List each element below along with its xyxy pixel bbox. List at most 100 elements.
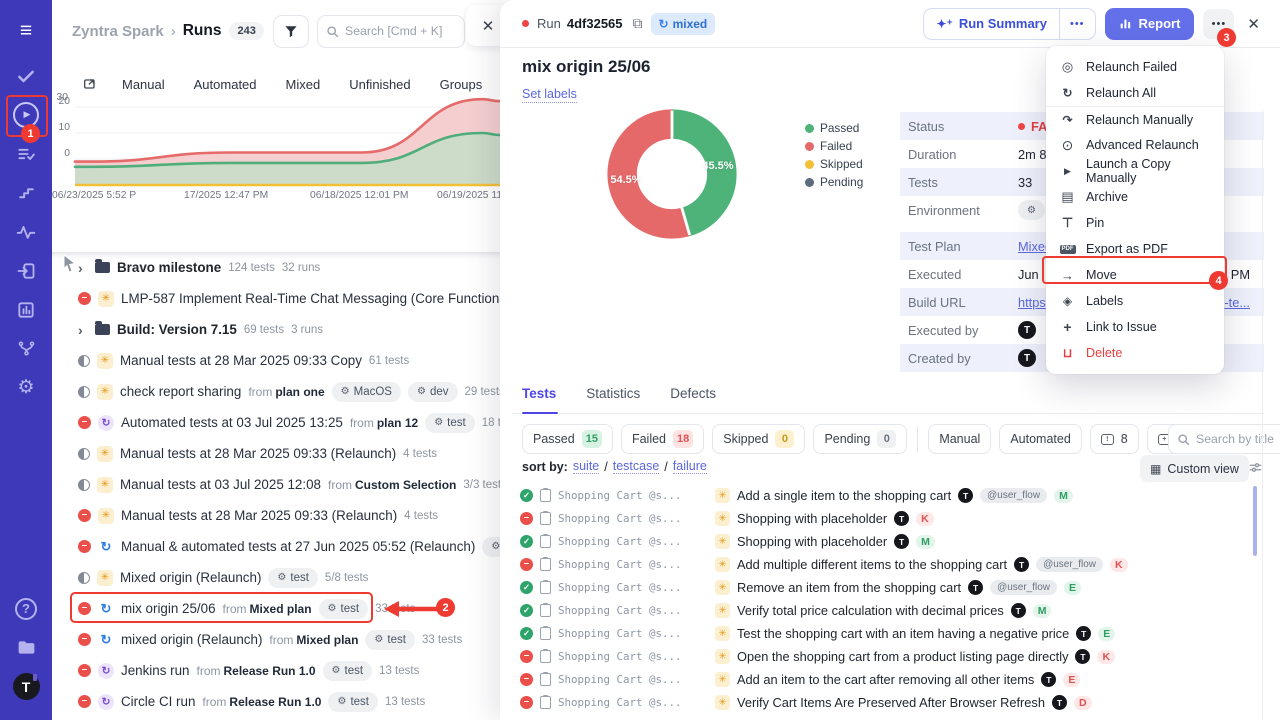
test-title[interactable]: Shopping with placeholder — [737, 534, 888, 549]
automated-filter-pill[interactable]: Automated — [999, 424, 1082, 454]
branches-nav-icon[interactable] — [6, 329, 46, 368]
run-plan-link[interactable]: Custom Selection — [355, 477, 457, 492]
runs-search-box[interactable] — [317, 14, 465, 48]
set-labels-link[interactable]: Set labels — [522, 87, 577, 103]
projects-folder-icon[interactable] — [6, 628, 46, 667]
run-name[interactable]: Manual tests at 28 Mar 2025 09:33 Copy — [120, 353, 362, 368]
run-name[interactable]: Jenkins run — [121, 663, 190, 678]
test-title[interactable]: Add a single item to the shopping cart — [737, 488, 952, 503]
run-name[interactable]: Build: Version 7.15 — [117, 322, 237, 337]
pulse-nav-icon[interactable] — [6, 212, 46, 251]
test-search-box[interactable] — [1168, 424, 1280, 454]
run-name[interactable]: Manual tests at 28 Mar 2025 09:33 (Relau… — [121, 508, 398, 523]
menu-item[interactable]: Move — [1046, 262, 1224, 288]
menu-item[interactable]: Launch a Copy Manually — [1046, 157, 1224, 185]
test-title[interactable]: Shopping with placeholder — [737, 511, 888, 526]
run-list-item[interactable]: Manual tests at 03 Jul 2025 12:08 from C… — [52, 469, 500, 500]
menu-item[interactable]: Relaunch Manually — [1046, 106, 1224, 132]
run-list-item[interactable]: mixed origin (Relaunch) from Mixed plan … — [52, 624, 500, 655]
scrollbar-thumb[interactable] — [1253, 486, 1257, 556]
test-suite[interactable]: Shopping Cart @s... — [558, 627, 682, 640]
runs-tab[interactable]: Unfinished — [349, 76, 411, 92]
menu-item[interactable]: Archive — [1046, 184, 1224, 210]
menu-item[interactable]: Advanced Relaunch — [1046, 132, 1224, 158]
runs-tab[interactable]: Automated — [193, 76, 257, 92]
run-name[interactable]: Manual tests at 03 Jul 2025 12:08 — [120, 477, 321, 492]
help-icon[interactable]: ? — [6, 589, 46, 628]
test-suite[interactable]: Shopping Cart @s... — [558, 489, 682, 502]
run-summary-more-button[interactable]: ••• — [1060, 18, 1095, 30]
run-list-item[interactable]: Manual tests at 28 Mar 2025 09:33 (Relau… — [52, 500, 500, 531]
comments-filter-pill[interactable]: ! 8 — [1089, 424, 1139, 454]
runs-tab[interactable]: Manual — [122, 76, 165, 92]
reports-nav-icon[interactable] — [6, 290, 46, 329]
test-suite[interactable]: Shopping Cart @s... — [558, 696, 682, 709]
test-suite[interactable]: Shopping Cart @s... — [558, 650, 682, 663]
run-plan-link[interactable]: plan one — [275, 384, 325, 399]
menu-item[interactable]: Export as PDF — [1046, 236, 1224, 262]
test-plans-nav-icon[interactable] — [6, 134, 46, 173]
quick-run-icon[interactable] — [82, 76, 98, 92]
test-search-input[interactable] — [1196, 432, 1280, 446]
test-suite[interactable]: Shopping Cart @s... — [558, 604, 682, 617]
test-title[interactable]: Test the shopping cart with an item havi… — [737, 626, 1070, 641]
run-list-item[interactable]: Circle CI run from Release Run 1.0 ⚙test… — [52, 686, 500, 717]
detail-tab[interactable]: Defects — [670, 386, 717, 401]
test-row[interactable]: Shopping Cart @s... Verify Cart Items Ar… — [512, 691, 1272, 714]
test-title[interactable]: Add an item to the cart after removing a… — [737, 672, 1035, 687]
run-list-item[interactable]: LMP-587 Implement Real-Time Chat Messagi… — [52, 283, 500, 314]
test-title[interactable]: Remove an item from the shopping cart — [737, 580, 962, 595]
menu-item[interactable]: Relaunch Failed — [1046, 54, 1224, 80]
run-name[interactable]: Circle CI run — [121, 694, 196, 709]
run-name[interactable]: Mixed origin (Relaunch) — [120, 570, 262, 585]
detail-tab[interactable]: Tests — [522, 386, 559, 414]
runs-tab[interactable]: Mixed — [285, 76, 321, 92]
test-title[interactable]: Add multiple different items to the shop… — [737, 557, 1008, 572]
run-name[interactable]: Manual & automated tests at 27 Jun 2025 … — [121, 539, 476, 554]
column-settings-icon[interactable] — [1248, 460, 1263, 475]
test-row[interactable]: Shopping Cart @s... Shopping with placeh… — [512, 530, 1272, 553]
test-title[interactable]: Verify total price calculation with deci… — [737, 603, 1004, 618]
copy-icon[interactable]: ⧉ — [632, 15, 643, 31]
hamburger-menu-icon[interactable]: ≡ — [19, 19, 33, 42]
run-name[interactable]: Bravo milestone — [117, 260, 222, 275]
run-list-item[interactable]: mix origin 25/06 from Mixed plan ⚙test 3… — [52, 593, 500, 624]
test-row[interactable]: Shopping Cart @s... Shopping with placeh… — [512, 507, 1272, 530]
settings-nav-icon[interactable]: ⚙ — [17, 377, 35, 398]
run-plan-link[interactable]: Mixed plan — [249, 601, 312, 616]
run-list-item[interactable]: › Bravo milestone 124 tests 32 runs — [52, 252, 500, 283]
test-suite[interactable]: Shopping Cart @s... — [558, 535, 682, 548]
test-row[interactable]: Shopping Cart @s... Remove an item from … — [512, 576, 1272, 599]
checkmark-nav-icon[interactable] — [6, 56, 46, 95]
run-list-item[interactable]: Jenkins run from Release Run 1.0 ⚙test 1… — [52, 655, 500, 686]
run-detail-close-button[interactable]: ✕ — [1243, 11, 1264, 37]
run-summary-button[interactable]: ✦⁺ Run Summary — [924, 16, 1059, 31]
chevron-right-icon[interactable]: › — [78, 321, 83, 338]
chevron-right-icon[interactable]: › — [78, 259, 83, 276]
run-name[interactable]: Manual tests at 28 Mar 2025 09:33 (Relau… — [120, 446, 397, 461]
status-filter-pill[interactable]: Pending 0 — [813, 424, 908, 454]
run-list-item[interactable]: Manual & automated tests at 27 Jun 2025 … — [52, 531, 500, 562]
run-name[interactable]: Automated tests at 03 Jul 2025 13:25 — [121, 415, 343, 430]
run-name[interactable]: mix origin 25/06 — [121, 601, 216, 616]
run-list-item[interactable]: Manual tests at 28 Mar 2025 09:33 (Relau… — [52, 438, 500, 469]
test-title[interactable]: Open the shopping cart from a product li… — [737, 649, 1069, 664]
run-list-item[interactable]: Automated tests at 03 Jul 2025 13:25 fro… — [52, 407, 500, 438]
runs-search-input[interactable] — [345, 24, 450, 38]
report-button[interactable]: Report — [1104, 7, 1195, 40]
run-list-item[interactable]: Mixed origin (Relaunch) ⚙test 5/8 tests — [52, 562, 500, 593]
run-plan-link[interactable]: Mixed plan — [296, 632, 359, 647]
test-suite[interactable]: Shopping Cart @s... — [558, 512, 682, 525]
test-suite[interactable]: Shopping Cart @s... — [558, 673, 682, 686]
breadcrumb-project[interactable]: Zyntra Spark — [72, 22, 164, 40]
status-filter-pill[interactable]: Failed 18 — [620, 424, 705, 454]
menu-item[interactable]: Link to Issue — [1046, 314, 1224, 340]
detail-tab[interactable]: Statistics — [586, 386, 641, 401]
run-list-item[interactable]: › Build: Version 7.15 69 tests 3 runs — [52, 314, 500, 345]
test-row[interactable]: Shopping Cart @s... Add an item to the c… — [512, 668, 1272, 691]
run-plan-link[interactable]: Release Run 1.0 — [223, 663, 316, 678]
test-suite[interactable]: Shopping Cart @s... — [558, 558, 682, 571]
test-row[interactable]: Shopping Cart @s... Test the shopping ca… — [512, 622, 1272, 645]
steps-nav-icon[interactable] — [6, 173, 46, 212]
run-name[interactable]: LMP-587 Implement Real-Time Chat Messagi… — [121, 291, 500, 306]
